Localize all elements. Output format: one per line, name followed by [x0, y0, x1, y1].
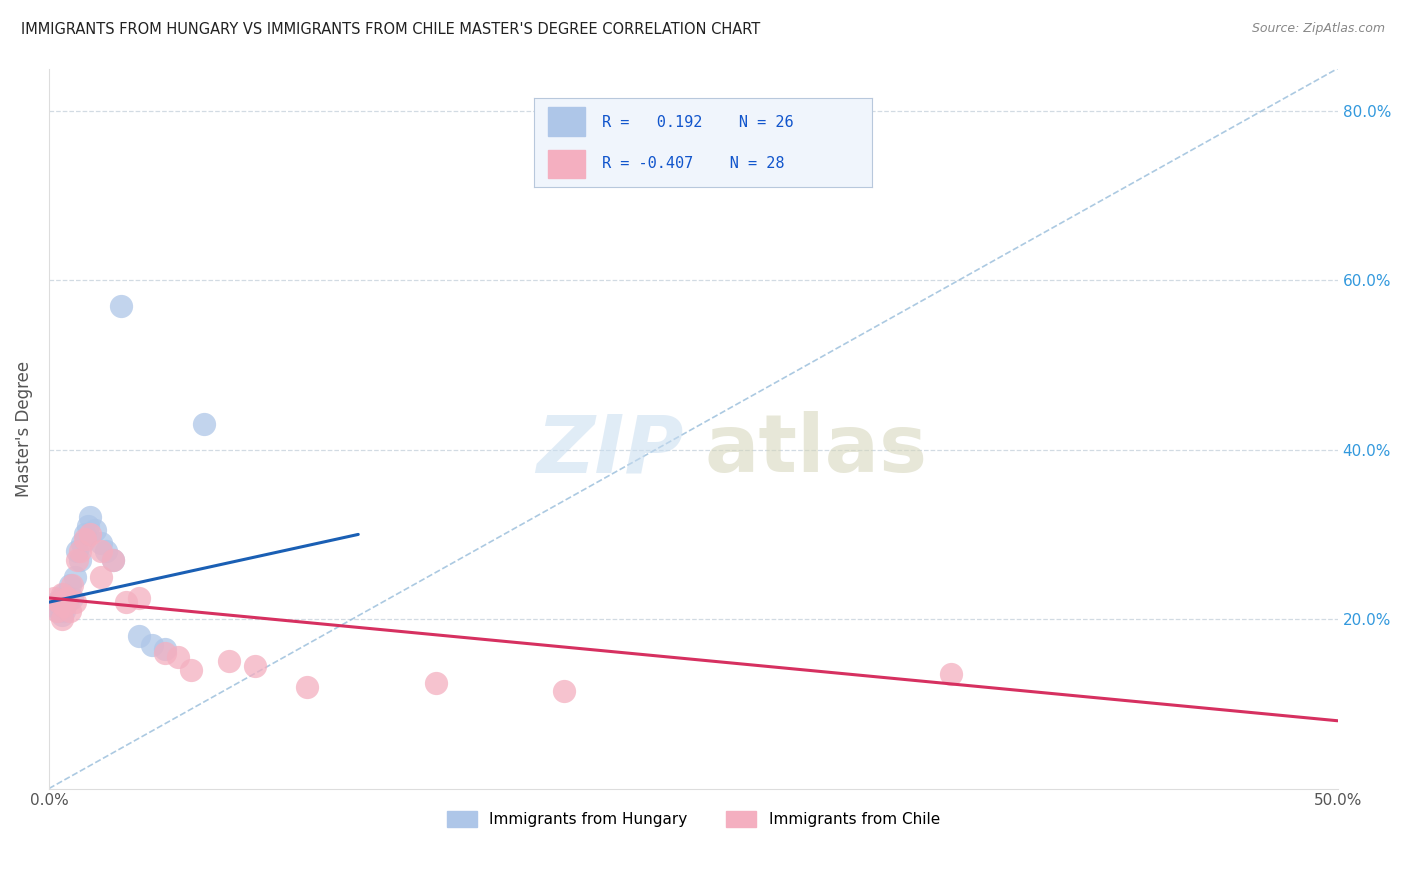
Point [63, 570, 86, 584]
Point [425, 675, 447, 690]
Point [69, 553, 91, 567]
Point [103, 553, 125, 567]
Point [110, 299, 132, 313]
Point [45, 604, 67, 618]
Point [42, 591, 65, 605]
Text: atlas: atlas [704, 411, 928, 489]
Point [73, 532, 96, 546]
Point [51, 607, 73, 622]
Point [48, 595, 70, 609]
Point [89, 536, 111, 550]
Y-axis label: Master's Degree: Master's Degree [15, 360, 32, 497]
Legend: Immigrants from Hungary, Immigrants from Chile: Immigrants from Hungary, Immigrants from… [439, 804, 948, 835]
Point [72, 536, 94, 550]
Point [218, 655, 240, 669]
Point [58, 578, 80, 592]
Point [79, 527, 101, 541]
Point [76, 519, 98, 533]
Point [51, 591, 73, 605]
Point [69, 544, 91, 558]
Point [89, 570, 111, 584]
Point [45, 595, 67, 609]
Point [166, 650, 188, 665]
Point [56, 591, 79, 605]
Point [94, 544, 117, 558]
Point [48, 604, 70, 618]
Point [103, 553, 125, 567]
Point [79, 510, 101, 524]
Text: ZIP: ZIP [536, 411, 683, 489]
Point [153, 646, 176, 660]
Point [60, 578, 83, 592]
Point [939, 667, 962, 681]
Point [153, 641, 176, 656]
Point [193, 417, 215, 432]
Text: IMMIGRANTS FROM HUNGARY VS IMMIGRANTS FROM CHILE MASTER'S DEGREE CORRELATION CHA: IMMIGRANTS FROM HUNGARY VS IMMIGRANTS FR… [21, 22, 761, 37]
Point [51, 587, 73, 601]
Text: R = -0.407    N = 28: R = -0.407 N = 28 [602, 156, 785, 170]
Point [553, 684, 575, 698]
Point [66, 544, 89, 558]
Point [42, 599, 65, 614]
Point [53, 587, 76, 601]
Point [180, 663, 202, 677]
Point [60, 591, 83, 605]
Point [53, 599, 76, 614]
Point [56, 595, 79, 609]
Point [58, 604, 80, 618]
Bar [548, 150, 585, 178]
Point [243, 658, 266, 673]
Point [73, 527, 96, 541]
Point [53, 604, 76, 618]
Point [295, 680, 318, 694]
Text: R =   0.192    N = 26: R = 0.192 N = 26 [602, 115, 793, 129]
Point [89, 544, 111, 558]
Point [51, 612, 73, 626]
Point [141, 638, 163, 652]
Text: Source: ZipAtlas.com: Source: ZipAtlas.com [1251, 22, 1385, 36]
Bar [548, 107, 585, 136]
Point [128, 629, 150, 643]
Point [84, 523, 107, 537]
Point [66, 553, 89, 567]
Point [115, 595, 138, 609]
Point [63, 595, 86, 609]
Point [128, 591, 150, 605]
